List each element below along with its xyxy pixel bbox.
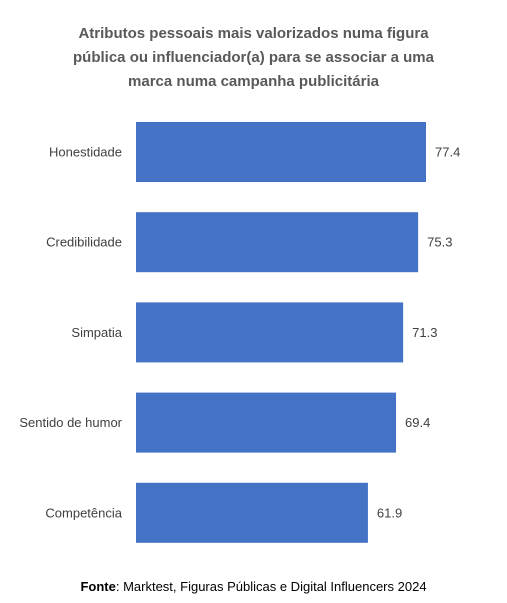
category-label-sentido-de-humor: Sentido de humor <box>19 415 122 430</box>
value-label-simpatia: 71.3 <box>412 325 437 340</box>
value-label-competencia: 61.9 <box>377 505 402 520</box>
source-label: Fonte <box>80 579 116 594</box>
bar-competencia <box>136 482 368 543</box>
source-note: Fonte: Marktest, Figuras Públicas e Digi… <box>0 579 507 594</box>
bar-credibilidade <box>136 212 419 273</box>
category-label-simpatia: Simpatia <box>71 325 122 340</box>
category-label-honestidade: Honestidade <box>49 145 122 160</box>
value-label-honestidade: 77.4 <box>435 145 460 160</box>
bar-chart: Honestidade 77.4 Credibilidade 75.3 Simpatia… <box>19 122 460 543</box>
category-label-credibilidade: Credibilidade <box>46 235 122 250</box>
source-text: : Marktest, Figuras Públicas e Digital I… <box>115 579 427 594</box>
bar-sentido-de-humor <box>136 392 397 453</box>
value-label-credibilidade: 75.3 <box>427 235 452 250</box>
bar-simpatia <box>136 302 404 363</box>
bar-honestidade <box>136 122 426 182</box>
value-label-sentido-de-humor: 69.4 <box>405 415 430 430</box>
category-label-competencia: Competência <box>45 505 122 520</box>
chart-title: Atributos pessoais mais valorizados numa… <box>73 25 434 90</box>
